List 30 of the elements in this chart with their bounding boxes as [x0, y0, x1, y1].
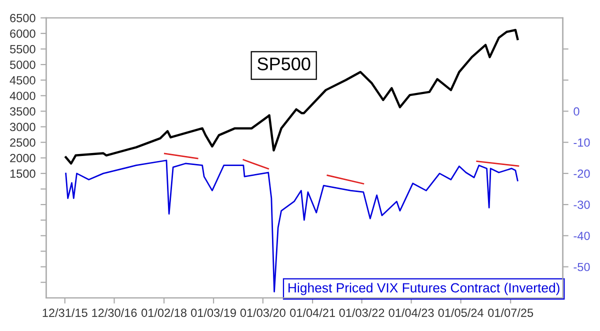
y-tick-label: 4000: [10, 92, 36, 100]
line-series: [64, 28, 519, 165]
y-tick-label: 6500: [10, 14, 36, 22]
y2-tick-label: -30: [574, 200, 590, 209]
x-tick-label: 01/04/23: [388, 308, 434, 317]
x-tick-label: 01/03/20: [240, 308, 286, 317]
y-tick-label: 2000: [10, 154, 36, 162]
x-tick-label: 12/31/15: [42, 308, 88, 317]
x-tick-label: 01/07/25: [488, 308, 534, 317]
y-tick-label: 3500: [10, 107, 36, 116]
y2-tick-label: -20: [574, 169, 590, 178]
x-tick-label: 01/03/22: [339, 308, 384, 317]
y2-tick-label: 0: [574, 107, 580, 116]
x-tick-label: 01/04/21: [290, 308, 335, 317]
x-tick-label: 12/30/16: [92, 308, 137, 317]
y2-tick-label: -10: [574, 138, 590, 147]
y-tick-label: 2500: [10, 138, 36, 147]
y2-tick-label: -40: [574, 232, 590, 240]
y-tick-label: 4500: [10, 76, 36, 84]
y-tick-label: 5500: [10, 45, 36, 54]
x-tick-label: 01/05/24: [438, 308, 484, 317]
series-label: Highest Priced VIX Futures Contract (Inverted): [288, 282, 560, 296]
x-tick-label: 01/03/19: [191, 308, 236, 317]
y-tick-label: 6000: [10, 29, 36, 38]
series-label: SP500: [258, 58, 310, 70]
y-tick-label: 5000: [10, 60, 36, 69]
y-tick-label: 1500: [10, 169, 36, 178]
y-tick-label: 3000: [10, 122, 36, 132]
y2-tick-label: -50: [574, 262, 590, 272]
x-tick-label: 01/02/18: [142, 308, 186, 317]
